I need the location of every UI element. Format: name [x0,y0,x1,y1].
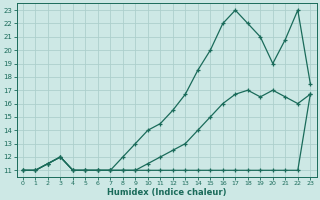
X-axis label: Humidex (Indice chaleur): Humidex (Indice chaleur) [107,188,226,197]
